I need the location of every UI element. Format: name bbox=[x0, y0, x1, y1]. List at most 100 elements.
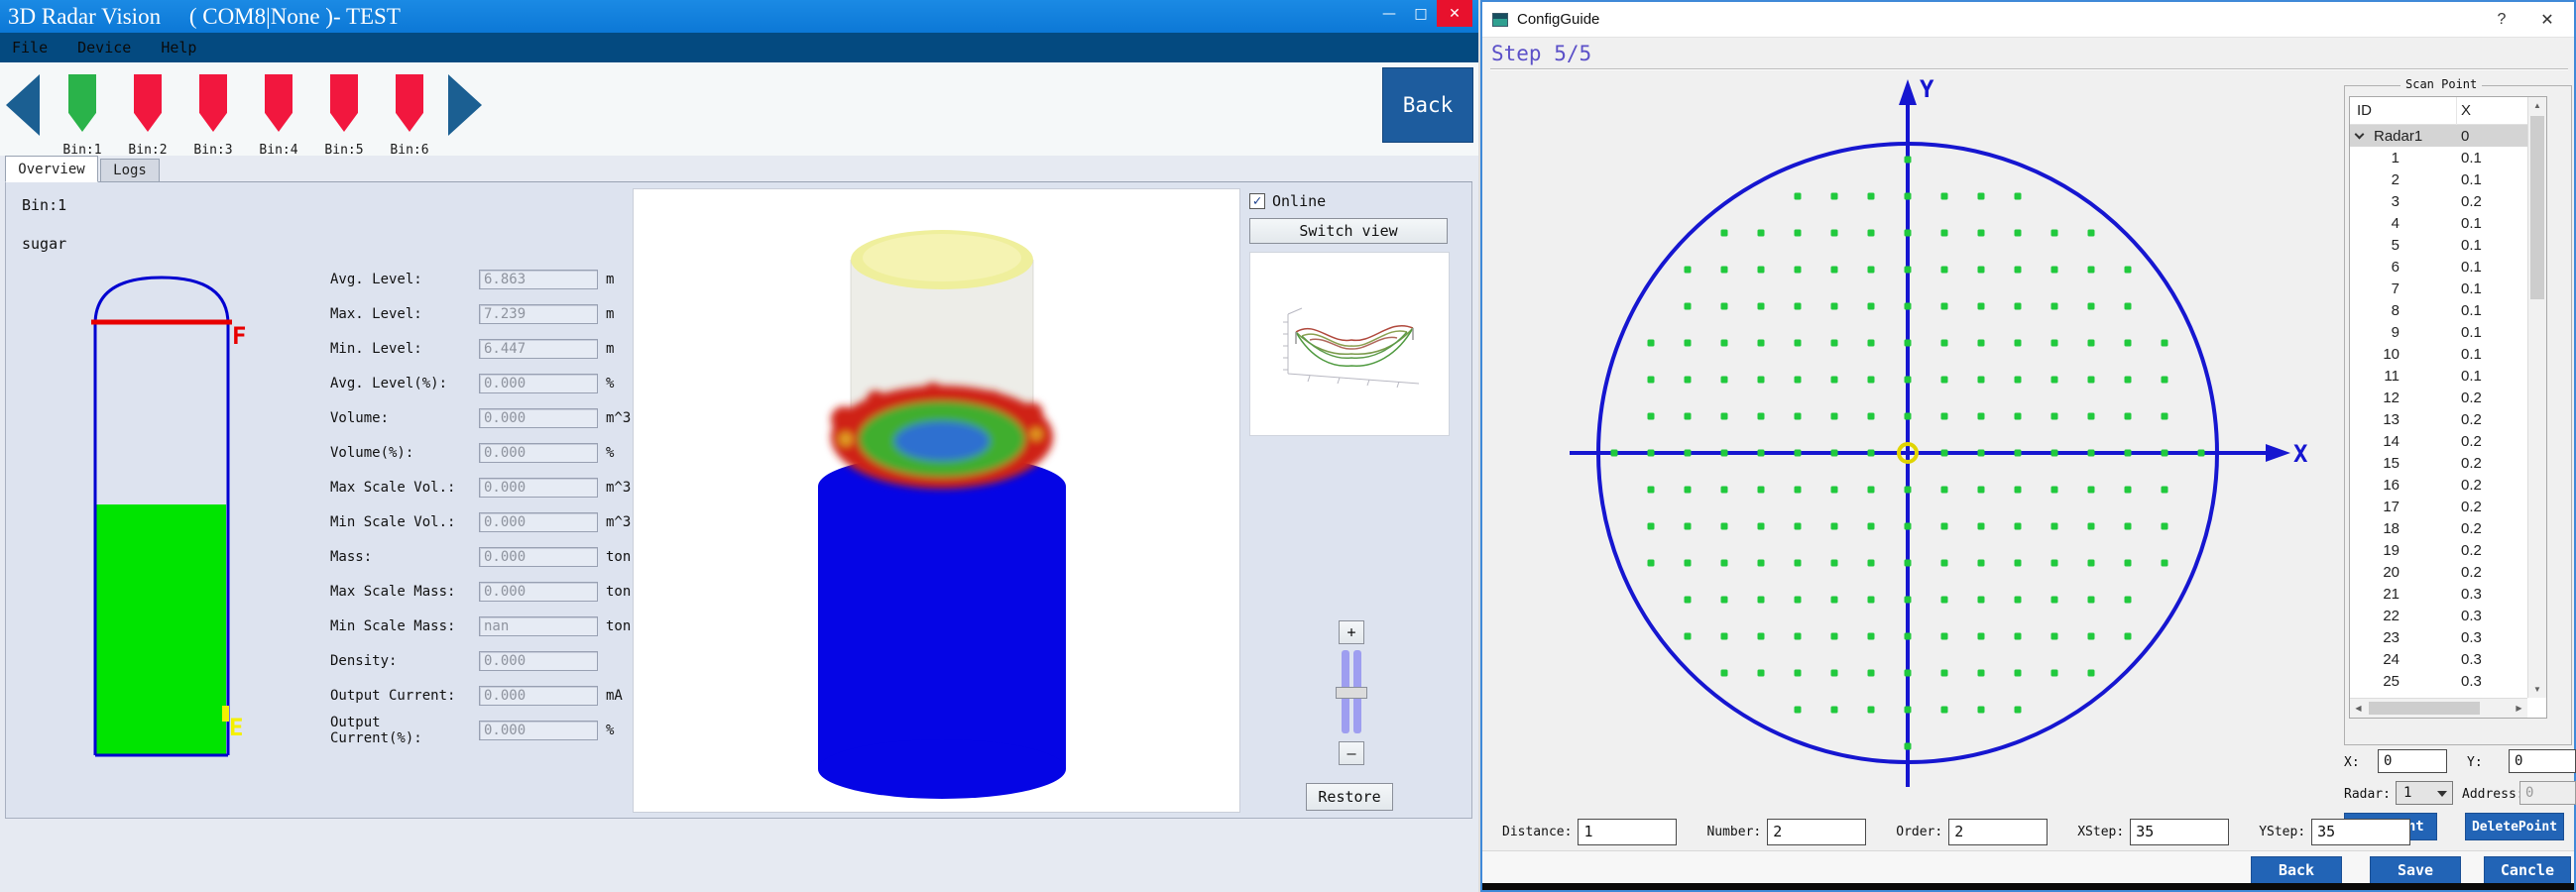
field-value-box[interactable]: 0.000 bbox=[479, 721, 598, 740]
scan-dot bbox=[2050, 412, 2058, 420]
scan-point-row[interactable]: 12 0.2 bbox=[2350, 387, 2527, 408]
wizard-save-button[interactable]: Save bbox=[2370, 856, 2461, 884]
y-coord-input[interactable]: 0 bbox=[2509, 749, 2576, 773]
radar-select[interactable]: 1 bbox=[2396, 781, 2453, 805]
field-value-box[interactable]: 7.239 bbox=[479, 304, 598, 324]
column-header-id[interactable]: ID bbox=[2357, 102, 2372, 119]
param-input[interactable]: 2 bbox=[1767, 818, 1867, 845]
field-value-box[interactable]: 0.000 bbox=[479, 374, 598, 393]
checkbox-check-icon[interactable]: ✓ bbox=[1249, 193, 1265, 209]
switch-view-button[interactable]: Switch view bbox=[1249, 218, 1448, 244]
scan-dot bbox=[1794, 522, 1802, 530]
minimize-button[interactable]: — bbox=[1382, 5, 1396, 22]
scan-point-row[interactable]: 4 0.1 bbox=[2350, 212, 2527, 234]
vscroll-thumb[interactable] bbox=[2530, 116, 2544, 299]
bin-item[interactable]: Bin:1 bbox=[50, 74, 115, 158]
column-header-x[interactable]: X bbox=[2461, 102, 2472, 119]
scan-point-row[interactable]: 14 0.2 bbox=[2350, 430, 2527, 452]
wizard-cancel-button[interactable]: Cancle bbox=[2484, 856, 2571, 884]
field-value-box[interactable]: 0.000 bbox=[479, 512, 598, 532]
prev-bin-arrow-icon[interactable] bbox=[6, 74, 40, 136]
field-value-box[interactable]: 0.000 bbox=[479, 651, 598, 671]
config-close-button[interactable]: ✕ bbox=[2540, 12, 2554, 29]
hscroll-thumb[interactable] bbox=[2369, 702, 2480, 715]
param-input[interactable]: 35 bbox=[2130, 818, 2230, 845]
scan-dot bbox=[1977, 706, 1985, 714]
bin-item[interactable]: Bin:3 bbox=[180, 74, 246, 158]
menu-item[interactable]: Help bbox=[161, 39, 197, 56]
scan-point-row[interactable]: 1 0.1 bbox=[2350, 147, 2527, 168]
address-input[interactable]: 0 bbox=[2519, 781, 2576, 805]
scan-point-row[interactable]: 8 0.1 bbox=[2350, 299, 2527, 321]
field-value-box[interactable]: nan bbox=[479, 616, 598, 636]
scan-point-row[interactable]: 17 0.2 bbox=[2350, 496, 2527, 517]
field-value-box[interactable]: 0.000 bbox=[479, 582, 598, 602]
vertical-scrollbar[interactable]: ▲ ▼ bbox=[2527, 97, 2546, 698]
field-value-box[interactable]: 0.000 bbox=[479, 443, 598, 463]
param-input[interactable]: 35 bbox=[2311, 818, 2411, 845]
app-window-icon bbox=[1492, 12, 1508, 27]
scan-point-row[interactable]: 25 0.3 bbox=[2350, 670, 2527, 692]
zoom-in-button[interactable]: + bbox=[1339, 620, 1364, 644]
field-value-box[interactable]: 0.000 bbox=[479, 686, 598, 706]
radar-parent-row[interactable]: Radar1 0 bbox=[2350, 125, 2527, 147]
field-value-box[interactable]: 0.000 bbox=[479, 547, 598, 567]
close-button[interactable]: ✕ bbox=[1437, 0, 1472, 27]
delete-point-button[interactable]: DeletePoint bbox=[2465, 813, 2564, 840]
next-bin-arrow-icon[interactable] bbox=[448, 74, 482, 136]
scan-point-row[interactable]: 20 0.2 bbox=[2350, 561, 2527, 583]
scroll-down-icon[interactable]: ▼ bbox=[2533, 685, 2541, 694]
scan-point-row[interactable]: 13 0.2 bbox=[2350, 408, 2527, 430]
scan-point-row[interactable]: 9 0.1 bbox=[2350, 321, 2527, 343]
scan-point-row[interactable]: 18 0.2 bbox=[2350, 517, 2527, 539]
back-button[interactable]: Back bbox=[1382, 67, 1473, 143]
menu-item[interactable]: File bbox=[12, 39, 49, 56]
scan-point-row[interactable]: 19 0.2 bbox=[2350, 539, 2527, 561]
online-checkbox[interactable]: ✓ Online bbox=[1249, 192, 1326, 210]
menu-item[interactable]: Device bbox=[77, 39, 132, 56]
scan-dot bbox=[2087, 632, 2095, 640]
horizontal-scrollbar[interactable]: ◀ ▶ bbox=[2350, 698, 2527, 718]
zoom-out-button[interactable]: – bbox=[1339, 741, 1364, 765]
scan-point-row[interactable]: 21 0.3 bbox=[2350, 583, 2527, 605]
bin-item[interactable]: Bin:4 bbox=[246, 74, 311, 158]
bin-item[interactable]: Bin:5 bbox=[311, 74, 377, 158]
scan-point-row[interactable]: 7 0.1 bbox=[2350, 278, 2527, 299]
bin-item[interactable]: Bin:2 bbox=[115, 74, 180, 158]
scan-point-row[interactable]: 6 0.1 bbox=[2350, 256, 2527, 278]
tab-logs[interactable]: Logs bbox=[100, 159, 160, 181]
field-value-box[interactable]: 0.000 bbox=[479, 478, 598, 498]
scan-point-row[interactable]: 5 0.1 bbox=[2350, 234, 2527, 256]
zoom-slider[interactable] bbox=[1336, 650, 1367, 733]
scan-point-row[interactable]: 2 0.1 bbox=[2350, 168, 2527, 190]
field-value-box[interactable]: 0.000 bbox=[479, 408, 598, 428]
scan-point-row[interactable]: 15 0.2 bbox=[2350, 452, 2527, 474]
collapse-chevron-icon[interactable] bbox=[2354, 129, 2365, 139]
wizard-back-button[interactable]: Back bbox=[2251, 856, 2342, 884]
bin-item[interactable]: Bin:6 bbox=[377, 74, 442, 158]
scan-point-row[interactable]: 23 0.3 bbox=[2350, 626, 2527, 648]
scroll-right-icon[interactable]: ▶ bbox=[2516, 704, 2522, 713]
x-coord-input[interactable]: 0 bbox=[2378, 749, 2447, 773]
tab-overview[interactable]: Overview bbox=[5, 156, 98, 182]
row-x: 0.1 bbox=[2461, 279, 2482, 297]
field-value-box[interactable]: 6.863 bbox=[479, 270, 598, 289]
scan-point-row[interactable]: 10 0.1 bbox=[2350, 343, 2527, 365]
scan-dot bbox=[1830, 596, 1838, 604]
scroll-left-icon[interactable]: ◀ bbox=[2355, 704, 2362, 713]
maximize-button[interactable]: □ bbox=[1414, 5, 1428, 22]
slider-handle[interactable] bbox=[1336, 687, 1367, 699]
param-input[interactable]: 2 bbox=[1948, 818, 2049, 845]
restore-button[interactable]: Restore bbox=[1306, 783, 1393, 811]
field-row: Min Scale Mass: nan ton bbox=[330, 616, 657, 636]
tank-level-indicator: F E bbox=[91, 276, 246, 757]
help-button[interactable]: ? bbox=[2497, 11, 2507, 28]
scan-point-row[interactable]: 3 0.2 bbox=[2350, 190, 2527, 212]
scan-point-row[interactable]: 24 0.3 bbox=[2350, 648, 2527, 670]
scan-point-row[interactable]: 11 0.1 bbox=[2350, 365, 2527, 387]
scroll-up-icon[interactable]: ▲ bbox=[2533, 101, 2541, 110]
scan-point-row[interactable]: 16 0.2 bbox=[2350, 474, 2527, 496]
scan-point-row[interactable]: 22 0.3 bbox=[2350, 605, 2527, 626]
param-input[interactable]: 1 bbox=[1578, 818, 1678, 845]
field-value-box[interactable]: 6.447 bbox=[479, 339, 598, 359]
